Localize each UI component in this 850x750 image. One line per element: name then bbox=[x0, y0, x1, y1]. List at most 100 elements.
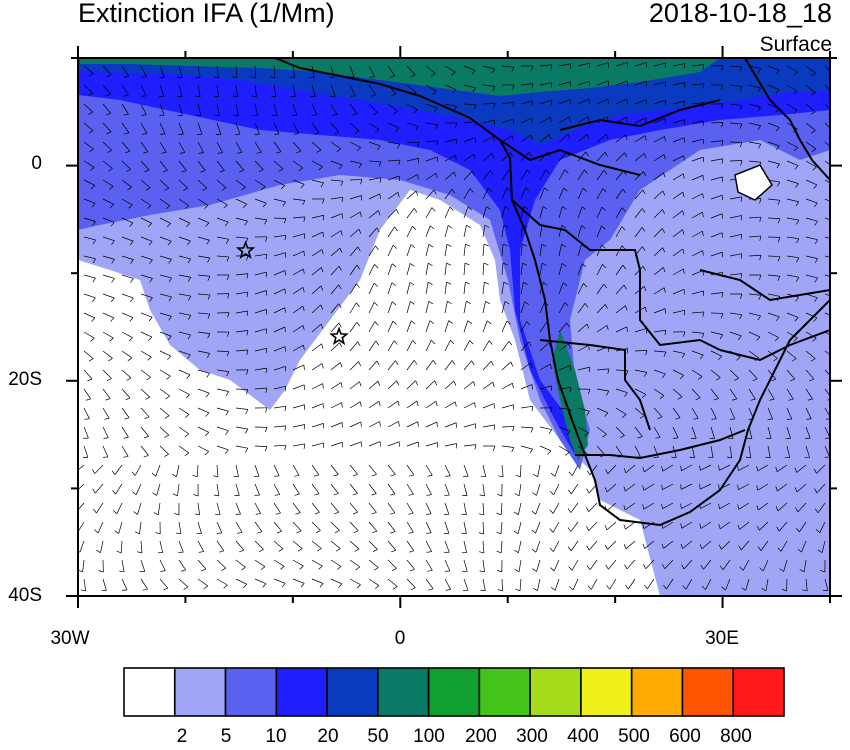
wind-barb-flag bbox=[432, 90, 437, 95]
wind-barb-flag bbox=[160, 133, 166, 135]
wind-barb bbox=[558, 151, 567, 162]
wind-barb-flag bbox=[626, 348, 629, 354]
wind-barb bbox=[216, 483, 220, 496]
wind-barb-flag bbox=[624, 564, 628, 570]
wind-barb bbox=[368, 502, 377, 513]
wind-barb bbox=[662, 521, 674, 529]
wind-barb bbox=[292, 540, 303, 549]
wind-barb bbox=[235, 273, 248, 276]
wind-barb-flag bbox=[739, 566, 744, 571]
wind-barb bbox=[634, 208, 643, 219]
wind-barb-flag bbox=[587, 389, 591, 395]
wind-barb bbox=[292, 84, 296, 97]
wind-barb bbox=[558, 263, 563, 276]
wind-barb bbox=[710, 158, 723, 162]
wind-barb bbox=[501, 65, 514, 68]
wind-barb bbox=[311, 383, 323, 390]
x-tick-30w: 30W bbox=[50, 628, 90, 649]
wind-barb-flag bbox=[661, 503, 663, 509]
wind-barb bbox=[539, 342, 549, 352]
wind-barb bbox=[235, 426, 248, 430]
wind-barb-flag bbox=[408, 512, 414, 515]
wind-barb-flag bbox=[214, 114, 220, 117]
wind-barb bbox=[577, 344, 589, 352]
wind-barb bbox=[368, 578, 380, 586]
wind-barb bbox=[134, 464, 142, 476]
wind-barb-flag bbox=[318, 166, 323, 171]
wind-barb-flag bbox=[775, 506, 779, 512]
wind-barb bbox=[254, 141, 262, 153]
wind-barb-flag bbox=[721, 140, 724, 146]
wind-barb bbox=[444, 225, 449, 238]
wind-barb-flag bbox=[461, 551, 467, 554]
wind-barb bbox=[292, 384, 305, 390]
wind-barb bbox=[121, 331, 133, 338]
wind-barb-flag bbox=[146, 376, 151, 381]
wind-barb bbox=[558, 445, 570, 453]
wind-barb-flag bbox=[510, 152, 514, 158]
wind-barb-flag bbox=[682, 173, 685, 179]
wind-barb-flag bbox=[264, 427, 268, 433]
wind-barb-flag bbox=[428, 301, 434, 305]
wind-barb bbox=[463, 137, 476, 143]
wind-barb-flag bbox=[621, 226, 626, 231]
wind-barb-flag bbox=[145, 187, 151, 191]
wind-barb-flag bbox=[357, 246, 361, 252]
wind-barb bbox=[662, 464, 674, 472]
wind-barb-flag bbox=[143, 435, 149, 439]
wind-barb-flag bbox=[514, 569, 520, 573]
wind-barb bbox=[482, 206, 487, 219]
wind-barb-flag bbox=[207, 333, 211, 339]
wind-barb bbox=[444, 244, 448, 257]
wind-barb-flag bbox=[446, 262, 452, 266]
wind-barb-flag bbox=[92, 469, 96, 474]
wind-barb bbox=[102, 426, 109, 438]
wind-barb-flag bbox=[316, 548, 322, 552]
wind-barb-flag bbox=[435, 173, 438, 179]
wind-barb bbox=[425, 442, 438, 447]
wind-barb-flag bbox=[203, 585, 208, 590]
wind-barb bbox=[444, 422, 457, 428]
wind-barb-flag bbox=[530, 134, 533, 140]
wind-barb-flag bbox=[455, 122, 458, 128]
wind-barb-flag bbox=[759, 198, 762, 204]
wind-barb-flag bbox=[817, 549, 823, 553]
wind-barb-flag bbox=[432, 360, 437, 365]
wind-barb-flag bbox=[360, 179, 363, 185]
wind-barb bbox=[672, 119, 685, 124]
wind-barb bbox=[501, 101, 514, 105]
wind-barb bbox=[786, 369, 796, 380]
wind-barb bbox=[535, 502, 541, 515]
wind-barb bbox=[349, 141, 361, 148]
wind-barb bbox=[672, 155, 684, 162]
wind-barb bbox=[745, 578, 750, 591]
wind-barb-flag bbox=[625, 134, 628, 140]
wind-barb bbox=[425, 84, 437, 92]
wind-barb-flag bbox=[187, 315, 192, 320]
wind-barb-flag bbox=[466, 300, 471, 305]
wind-barb bbox=[349, 211, 361, 219]
wind-barb bbox=[349, 103, 358, 114]
wind-barb bbox=[368, 401, 380, 409]
wind-barb-flag bbox=[581, 263, 587, 268]
wind-barb-flag bbox=[106, 74, 112, 78]
wind-barb-flag bbox=[396, 380, 400, 386]
wind-barb-flag bbox=[309, 76, 315, 79]
wind-barb-flag bbox=[550, 117, 552, 123]
wind-barb bbox=[425, 401, 437, 409]
wind-barb bbox=[368, 340, 377, 352]
wind-barb-flag bbox=[680, 503, 682, 509]
wind-barb bbox=[254, 367, 267, 371]
wind-barb-flag bbox=[478, 551, 485, 554]
wind-barb bbox=[643, 483, 655, 491]
wind-barb bbox=[178, 103, 183, 116]
wind-barb-flag bbox=[718, 544, 722, 550]
wind-barb bbox=[444, 206, 451, 219]
wind-barb bbox=[729, 84, 742, 87]
wind-barb-flag bbox=[408, 493, 414, 496]
wind-barb-flag bbox=[643, 564, 647, 569]
wind-barb bbox=[311, 122, 320, 134]
wind-barb bbox=[406, 158, 419, 162]
wind-barb bbox=[425, 360, 434, 371]
wind-barb-flag bbox=[372, 530, 377, 534]
